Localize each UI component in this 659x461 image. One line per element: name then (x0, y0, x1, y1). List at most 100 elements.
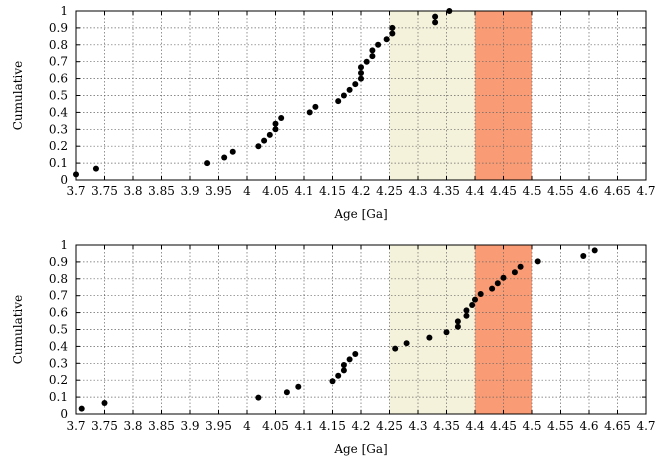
x-tick-label: 4.55 (547, 184, 574, 198)
data-point (306, 109, 313, 116)
data-point (221, 154, 228, 161)
x-tick-label: 4.5 (522, 184, 541, 198)
data-point (255, 394, 262, 401)
plot-frame (75, 10, 647, 181)
data-point (591, 247, 598, 254)
data-point (358, 64, 364, 71)
data-point (463, 307, 470, 314)
y-tick-label: 0.4 (49, 105, 68, 119)
y-tick-label: 0 (60, 173, 68, 187)
x-tick-label: 3.75 (91, 419, 118, 433)
x-tick-label: 4.25 (376, 184, 403, 198)
x-tick-label: 4.15 (319, 419, 346, 433)
data-point (363, 58, 370, 65)
data-point (432, 19, 439, 26)
data-point (392, 345, 399, 352)
data-point (78, 405, 85, 412)
x-tick-label: 4.4 (465, 419, 484, 433)
data-point (312, 103, 319, 110)
y-tick-label: 0.7 (49, 55, 68, 69)
data-point (389, 30, 396, 37)
data-point (340, 367, 347, 374)
data-point (517, 263, 524, 270)
data-point (346, 356, 353, 363)
x-tick-label: 4.45 (490, 419, 517, 433)
y-tick-label: 0.8 (49, 272, 68, 286)
data-point (454, 318, 461, 325)
y-tick-label: 0.3 (49, 122, 68, 136)
data-point (101, 400, 108, 407)
data-point (295, 383, 302, 390)
data-point (472, 296, 478, 303)
data-point (272, 120, 279, 127)
data-point (403, 340, 410, 347)
x-tick-label: 3.75 (91, 184, 118, 198)
shaded-region-1 (389, 245, 475, 414)
data-point (426, 334, 433, 341)
x-tick-label: 4.25 (376, 419, 403, 433)
data-point (329, 378, 336, 385)
y-tick-label: 0.7 (49, 289, 68, 303)
data-point (352, 81, 359, 88)
data-point (443, 329, 450, 336)
data-point (352, 351, 359, 358)
x-tick-label: 3.95 (205, 184, 232, 198)
x-tick-label: 4.6 (579, 184, 598, 198)
y-tick-label: 0 (60, 407, 68, 421)
data-point (261, 137, 268, 144)
x-tick-label: 3.85 (148, 419, 175, 433)
y-tick-label: 0.9 (49, 21, 68, 35)
x-tick-label: 4.45 (490, 184, 517, 198)
x-tick-label: 4.7 (636, 419, 655, 433)
plot-frame (75, 244, 647, 415)
data-point (511, 269, 518, 276)
y-tick-label: 0.8 (49, 38, 68, 52)
data-point (272, 126, 279, 133)
data-point (278, 114, 285, 121)
x-tick-label: 4.3 (408, 419, 427, 433)
x-tick-label: 4.55 (547, 419, 574, 433)
y-axis-label: Cumulative (11, 295, 25, 365)
data-point (375, 41, 382, 48)
data-point (369, 53, 376, 60)
x-axis-label: Age [Ga] (333, 442, 387, 456)
y-tick-label: 0.5 (49, 323, 68, 337)
x-tick-label: 4.5 (522, 419, 541, 433)
data-point (383, 36, 390, 43)
data-point (266, 131, 273, 138)
data-point (432, 13, 439, 20)
data-point (283, 389, 290, 396)
y-tick-label: 0.4 (49, 339, 68, 353)
data-point (469, 301, 476, 308)
x-tick-label: 4.65 (604, 184, 631, 198)
data-point (255, 143, 262, 150)
x-tick-label: 4.2 (351, 419, 370, 433)
y-tick-label: 0.1 (49, 390, 68, 404)
y-tick-label: 0.6 (49, 306, 68, 320)
chart-panel-1: 3.7 3.75 3.8 3.85 3.9 3.95 4 4.05 4.1 4.15 4.2 4.25… (11, 4, 656, 221)
x-tick-label: 3.9 (180, 184, 199, 198)
data-point (73, 171, 79, 178)
x-axis-label: Age [Ga] (333, 207, 387, 221)
data-point (446, 8, 453, 14)
data-point (92, 165, 99, 172)
data-point (346, 86, 353, 93)
y-tick-label: 0.5 (49, 89, 68, 103)
data-point (358, 70, 364, 77)
y-tick-label: 0.2 (49, 373, 68, 387)
x-tick-label: 4.3 (408, 184, 427, 198)
data-point (229, 148, 236, 155)
x-tick-label: 4.65 (604, 419, 631, 433)
data-point (340, 92, 347, 99)
y-tick-label: 0.6 (49, 72, 68, 86)
data-point (358, 75, 364, 82)
y-tick-label: 1 (60, 4, 68, 18)
x-tick-label: 4.15 (319, 184, 346, 198)
shaded-region-1 (389, 11, 475, 180)
data-point (204, 160, 211, 167)
data-point (500, 274, 507, 281)
x-tick-label: 3.85 (148, 184, 175, 198)
data-point (463, 312, 470, 319)
data-point (389, 24, 396, 31)
